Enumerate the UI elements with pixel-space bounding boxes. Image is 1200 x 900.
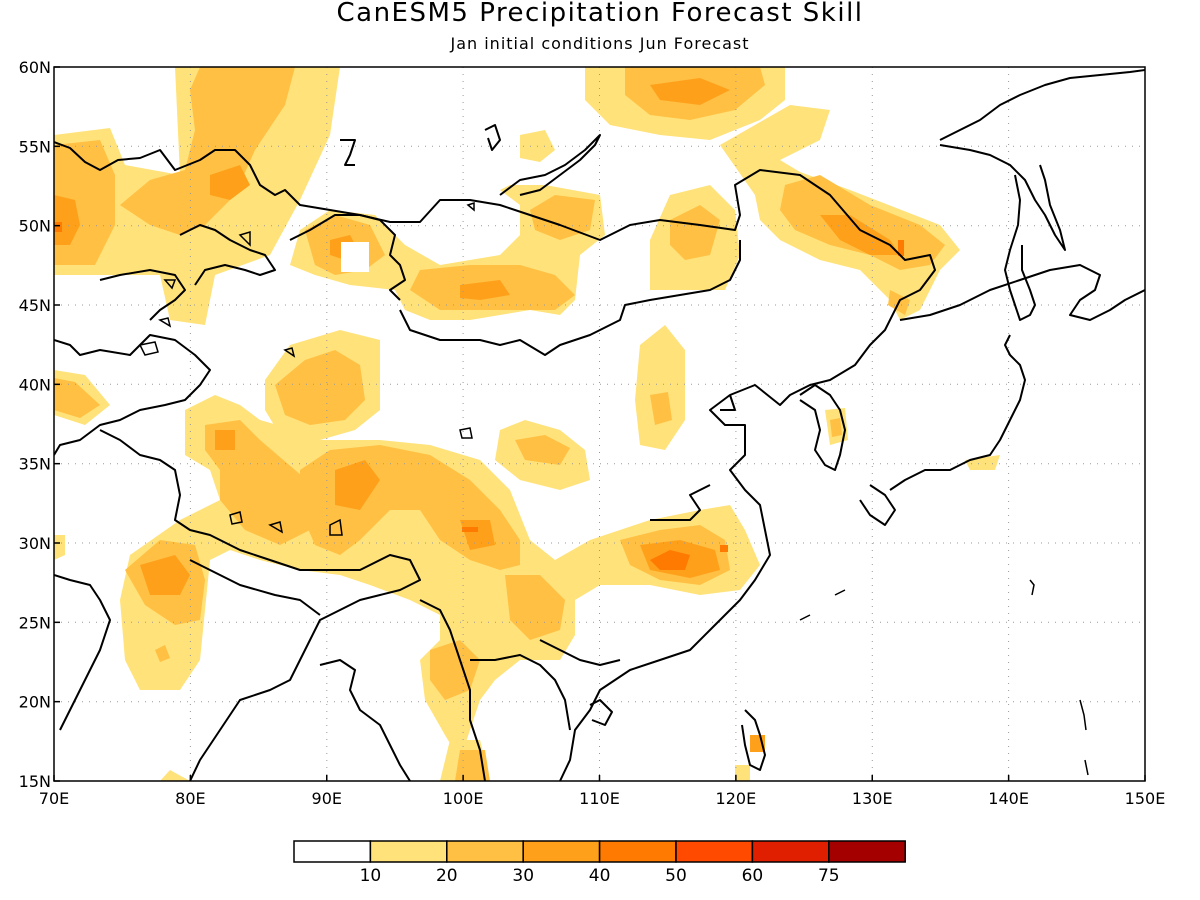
colorbar-swatch — [675, 840, 754, 863]
lon-tick-label: 120E — [716, 789, 757, 808]
lat-tick-label: 20N — [19, 693, 51, 712]
lon-tick-label: 110E — [579, 789, 620, 808]
skill-shading-40-50 — [54, 222, 904, 570]
lon-tick-label: 140E — [988, 789, 1029, 808]
lon-tick-label: 80E — [175, 789, 205, 808]
colorbar-swatch — [369, 840, 448, 863]
skill-shading-20-30 — [54, 67, 945, 781]
map-title: CanESM5 Precipitation Forecast Skill — [336, 0, 864, 28]
colorbar-swatch — [598, 840, 677, 863]
lon-tick-label: 90E — [312, 789, 342, 808]
colorbar-label: 30 — [512, 866, 534, 886]
lat-tick-label: 55N — [19, 137, 51, 156]
skill-shading-gaps — [54, 242, 369, 290]
lat-tick-label: 15N — [19, 772, 51, 791]
lat-tick-label: 60N — [19, 58, 51, 77]
colorbar-swatch — [446, 840, 524, 863]
latitude-tick-labels: 15N 20N 25N 30N 35N 40N 45N 50N 55N 60N — [19, 58, 60, 791]
longitude-tick-labels: 70E 80E 90E 100E 110E 120E 130E 140E 150E — [39, 775, 1166, 808]
colorbar-swatch — [828, 840, 906, 863]
colorbar-swatch — [522, 840, 601, 863]
colorbar-swatch — [293, 840, 372, 863]
lat-tick-label: 50N — [19, 217, 51, 236]
map-subtitle: Jan initial conditions Jun Forecast — [450, 34, 750, 53]
lon-tick-label: 130E — [852, 789, 893, 808]
lat-tick-label: 25N — [19, 613, 51, 632]
coastlines-and-borders — [54, 69, 1145, 781]
lat-tick-label: 45N — [19, 296, 51, 315]
lat-tick-label: 35N — [19, 455, 51, 474]
colorbar-swatch — [751, 840, 830, 863]
colorbar-label: 10 — [360, 866, 382, 886]
lon-tick-label: 70E — [39, 789, 69, 808]
lon-tick-label: 150E — [1125, 789, 1166, 808]
colorbar-label: 60 — [742, 866, 764, 886]
lon-tick-label: 100E — [443, 789, 484, 808]
small-lakes-islands — [138, 201, 1089, 776]
colorbar-label: 75 — [818, 866, 840, 886]
lat-tick-label: 30N — [19, 534, 51, 553]
lat-tick-label: 40N — [19, 375, 51, 394]
colorbar-label: 50 — [665, 866, 687, 886]
colorbar-label: 40 — [589, 866, 611, 886]
colorbar: 10 20 30 40 50 60 75 — [293, 840, 906, 886]
skill-shading — [54, 67, 1000, 781]
colorbar-label: 20 — [436, 866, 458, 886]
